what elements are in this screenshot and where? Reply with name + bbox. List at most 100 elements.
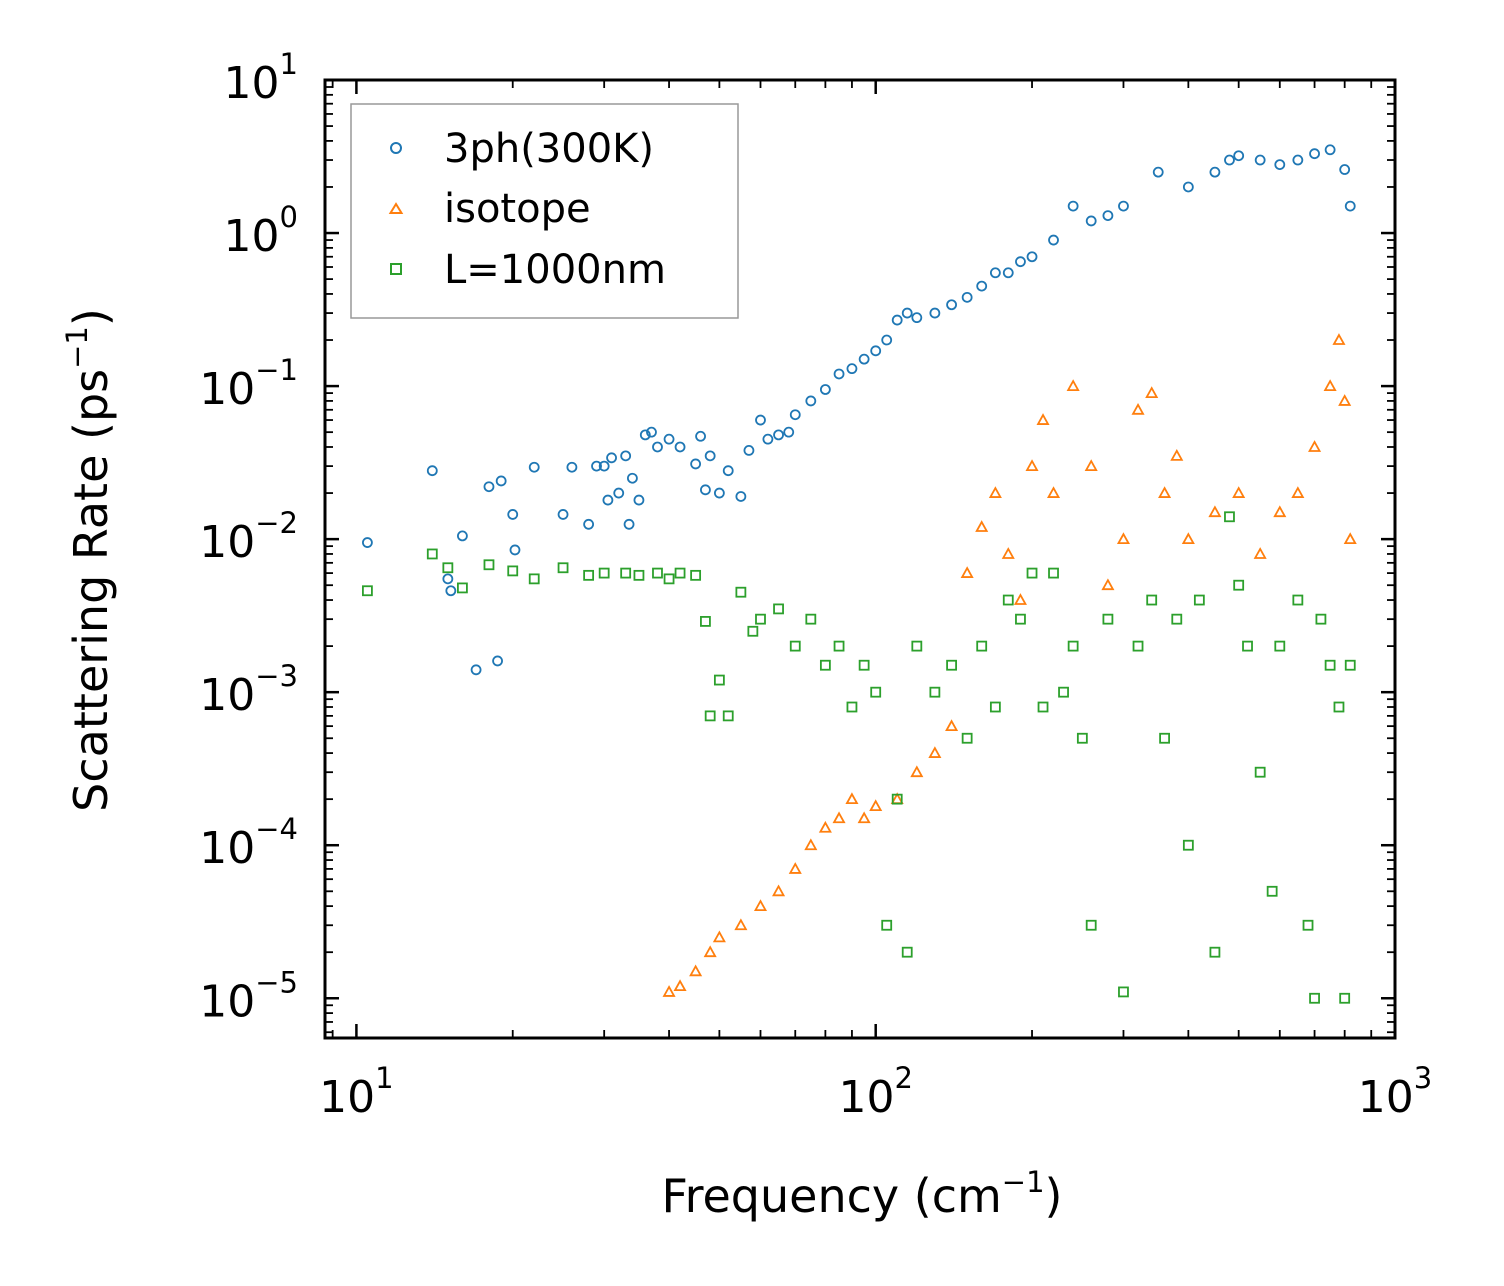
- data-point: [1015, 256, 1026, 268]
- data-point: [1025, 459, 1039, 472]
- data-point: [509, 544, 521, 556]
- data-point: [858, 659, 870, 671]
- data-point: [1323, 379, 1337, 391]
- y-tick-label: 10−5: [199, 965, 298, 1027]
- data-point: [989, 701, 1001, 713]
- data-point: [988, 486, 1002, 498]
- data-point: [1309, 992, 1320, 1004]
- data-point: [1131, 402, 1145, 415]
- data-point: [528, 573, 540, 585]
- data-point: [1116, 532, 1131, 545]
- data-point: [690, 569, 702, 581]
- data-point: [1067, 640, 1079, 652]
- series-0: [362, 144, 1356, 676]
- data-point: [945, 719, 959, 732]
- x-axis-label: Frequency (cm−1): [661, 1165, 1062, 1223]
- data-point: [674, 567, 686, 579]
- data-point: [773, 603, 784, 615]
- data-point: [470, 664, 482, 676]
- data-point: [1343, 532, 1357, 545]
- data-point: [1013, 593, 1027, 605]
- data-point: [911, 640, 923, 652]
- data-point: [1274, 159, 1286, 171]
- data-point: [442, 573, 454, 585]
- data-point: [1193, 594, 1205, 606]
- data-point: [1048, 567, 1059, 579]
- data-point: [1273, 505, 1287, 518]
- data-point: [602, 494, 614, 506]
- data-point: [1048, 234, 1059, 246]
- data-point: [1158, 486, 1172, 498]
- data-point: [1170, 449, 1184, 461]
- data-point: [762, 433, 774, 445]
- data-point: [1058, 686, 1069, 698]
- legend-label-isotope: isotope: [444, 186, 591, 232]
- data-point: [1036, 413, 1050, 425]
- data-point: [1101, 578, 1115, 591]
- data-point: [1208, 505, 1222, 518]
- data-point: [620, 450, 632, 462]
- data-point: [989, 267, 1001, 279]
- data-point: [663, 433, 675, 445]
- plot-frame: [323, 78, 1397, 1040]
- data-point: [1339, 992, 1351, 1004]
- data-point: [700, 484, 711, 496]
- data-point: [1274, 640, 1286, 652]
- data-point: [1309, 148, 1320, 160]
- data-point: [507, 509, 519, 520]
- data-point: [528, 461, 540, 473]
- data-point: [1159, 732, 1170, 744]
- data-point: [1084, 459, 1098, 472]
- data-point: [858, 353, 870, 365]
- data-point: [457, 582, 468, 594]
- data-point: [362, 537, 373, 548]
- data-point: [961, 732, 973, 744]
- data-point: [845, 792, 859, 805]
- data-point: [929, 307, 941, 319]
- data-point: [743, 444, 755, 456]
- data-point: [704, 450, 716, 462]
- data-point: [833, 368, 845, 380]
- data-point: [426, 548, 438, 560]
- data-point: [1302, 919, 1314, 931]
- data-point: [755, 414, 766, 426]
- data-point: [1001, 547, 1015, 559]
- data-point: [789, 640, 801, 652]
- data-point: [1232, 486, 1246, 498]
- data-point: [1292, 594, 1304, 606]
- data-point: [700, 616, 711, 627]
- data-point: [818, 820, 832, 833]
- data-point: [1338, 394, 1352, 406]
- data-point: [869, 799, 883, 812]
- data-point: [1324, 659, 1336, 671]
- data-point: [704, 710, 716, 722]
- data-point: [566, 461, 578, 473]
- data-point: [1002, 594, 1014, 606]
- data-point: [928, 746, 942, 758]
- data-point: [483, 559, 495, 571]
- data-point: [633, 494, 645, 506]
- data-point: [1254, 766, 1266, 778]
- data-point: [1152, 166, 1164, 178]
- data-point: [613, 487, 625, 499]
- data-point: [712, 930, 726, 943]
- data-point: [1085, 919, 1097, 931]
- data-point: [960, 566, 974, 578]
- data-point: [620, 567, 632, 579]
- data-point: [961, 291, 973, 303]
- data-point: [911, 312, 923, 324]
- data-point: [772, 884, 786, 897]
- data-point: [929, 686, 941, 698]
- data-point: [690, 458, 702, 470]
- data-point: [1182, 839, 1194, 851]
- data-point: [804, 838, 818, 851]
- axis-ticks: [325, 78, 1397, 1038]
- data-point: [1253, 547, 1267, 559]
- legend-label-3ph: 3ph(300K): [444, 126, 654, 172]
- data-point: [870, 686, 882, 698]
- data-point: [722, 710, 734, 722]
- data-point: [674, 441, 686, 453]
- data-point: [492, 655, 503, 667]
- data-point: [703, 945, 717, 958]
